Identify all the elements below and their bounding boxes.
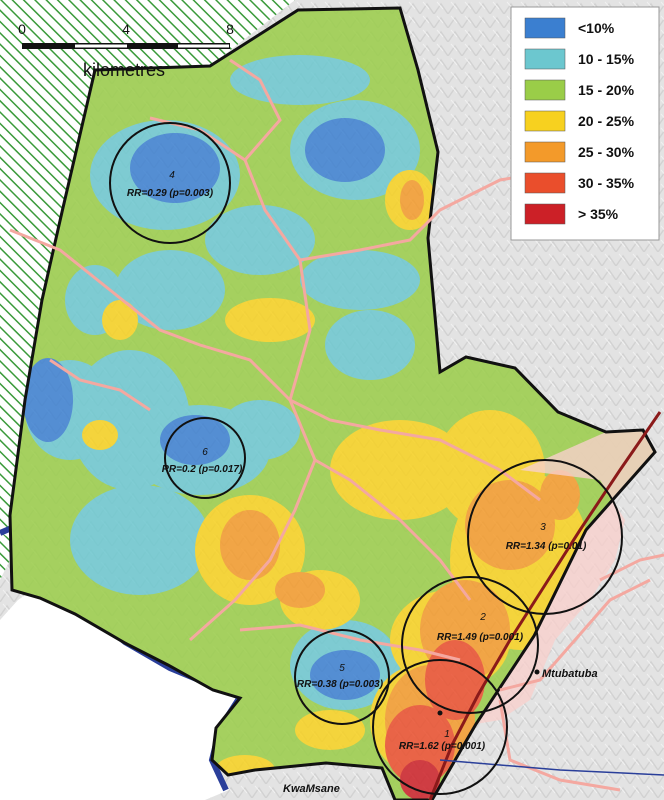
legend-swatch-1 bbox=[524, 48, 566, 70]
mtubatuba-marker bbox=[534, 669, 540, 675]
legend-label-3: 20 - 25% bbox=[578, 113, 635, 129]
legend-swatch-6 bbox=[524, 203, 566, 225]
legend-swatch-0 bbox=[524, 17, 566, 39]
legend-swatch-4 bbox=[524, 141, 566, 163]
scale-unit: kilometres bbox=[83, 60, 165, 80]
cluster-1-id: 1 bbox=[444, 729, 450, 740]
cluster-5-rr: RR=0.38 (p=0.003) bbox=[297, 679, 384, 690]
town-label-kwamsane: KwaMsane bbox=[283, 783, 340, 795]
study-area-boundary bbox=[8, 6, 657, 800]
cluster-1-rr: RR=1.62 (p=0.001) bbox=[399, 741, 486, 752]
cluster-3-rr: RR=1.34 (p=0.01) bbox=[506, 541, 587, 552]
cluster-6-rr: RR=0.2 (p=0.017) bbox=[162, 464, 243, 475]
hatched-area-west bbox=[0, 0, 295, 545]
hatched-area-southwest bbox=[0, 500, 10, 580]
legend-label-0: <10% bbox=[578, 20, 615, 36]
cluster-5-id: 5 bbox=[339, 663, 345, 674]
cluster-2-id: 2 bbox=[479, 612, 486, 623]
legend-label-6: > 35% bbox=[578, 206, 619, 222]
scale-tick-8: 8 bbox=[226, 21, 234, 37]
cluster-circle-3 bbox=[467, 459, 623, 615]
road-network bbox=[9, 58, 664, 792]
legend-label-5: 30 - 35% bbox=[578, 175, 635, 191]
cluster-circle-6 bbox=[164, 417, 246, 499]
town-label-mtubatuba: Mtubatuba bbox=[542, 668, 598, 680]
cluster-circle-5 bbox=[294, 629, 390, 725]
river bbox=[439, 759, 664, 776]
scale-tick-0: 0 bbox=[18, 21, 26, 37]
cluster-4-id: 4 bbox=[169, 170, 175, 181]
legend-swatch-3 bbox=[524, 110, 566, 132]
cluster-labels: 1 RR=1.62 (p=0.001) 2 RR=1.49 (p=0.001) … bbox=[127, 170, 587, 752]
cluster-circles bbox=[109, 122, 623, 795]
cluster-3-id: 3 bbox=[540, 522, 546, 533]
legend-label-4: 25 - 30% bbox=[578, 144, 635, 160]
cluster-circle-2 bbox=[401, 576, 539, 714]
cluster-4-rr: RR=0.29 (p=0.003) bbox=[127, 188, 214, 199]
cluster-2-rr: RR=1.49 (p=0.001) bbox=[437, 632, 524, 643]
legend: <10% 10 - 15% 15 - 20% 20 - 25% 25 - 30% 30 -… bbox=[510, 6, 660, 241]
scale-tick-4: 4 bbox=[122, 21, 130, 37]
scale-bar: 0 4 8 kilometres bbox=[18, 21, 234, 80]
cluster-circle-4 bbox=[109, 122, 231, 244]
legend-swatch-5 bbox=[524, 172, 566, 194]
legend-label-1: 10 - 15% bbox=[578, 51, 635, 67]
cluster-circle-1 bbox=[372, 659, 508, 795]
town-marker bbox=[437, 710, 443, 716]
legend-label-2: 15 - 20% bbox=[578, 82, 635, 98]
legend-swatch-2 bbox=[524, 79, 566, 101]
cluster-6-id: 6 bbox=[202, 447, 208, 458]
